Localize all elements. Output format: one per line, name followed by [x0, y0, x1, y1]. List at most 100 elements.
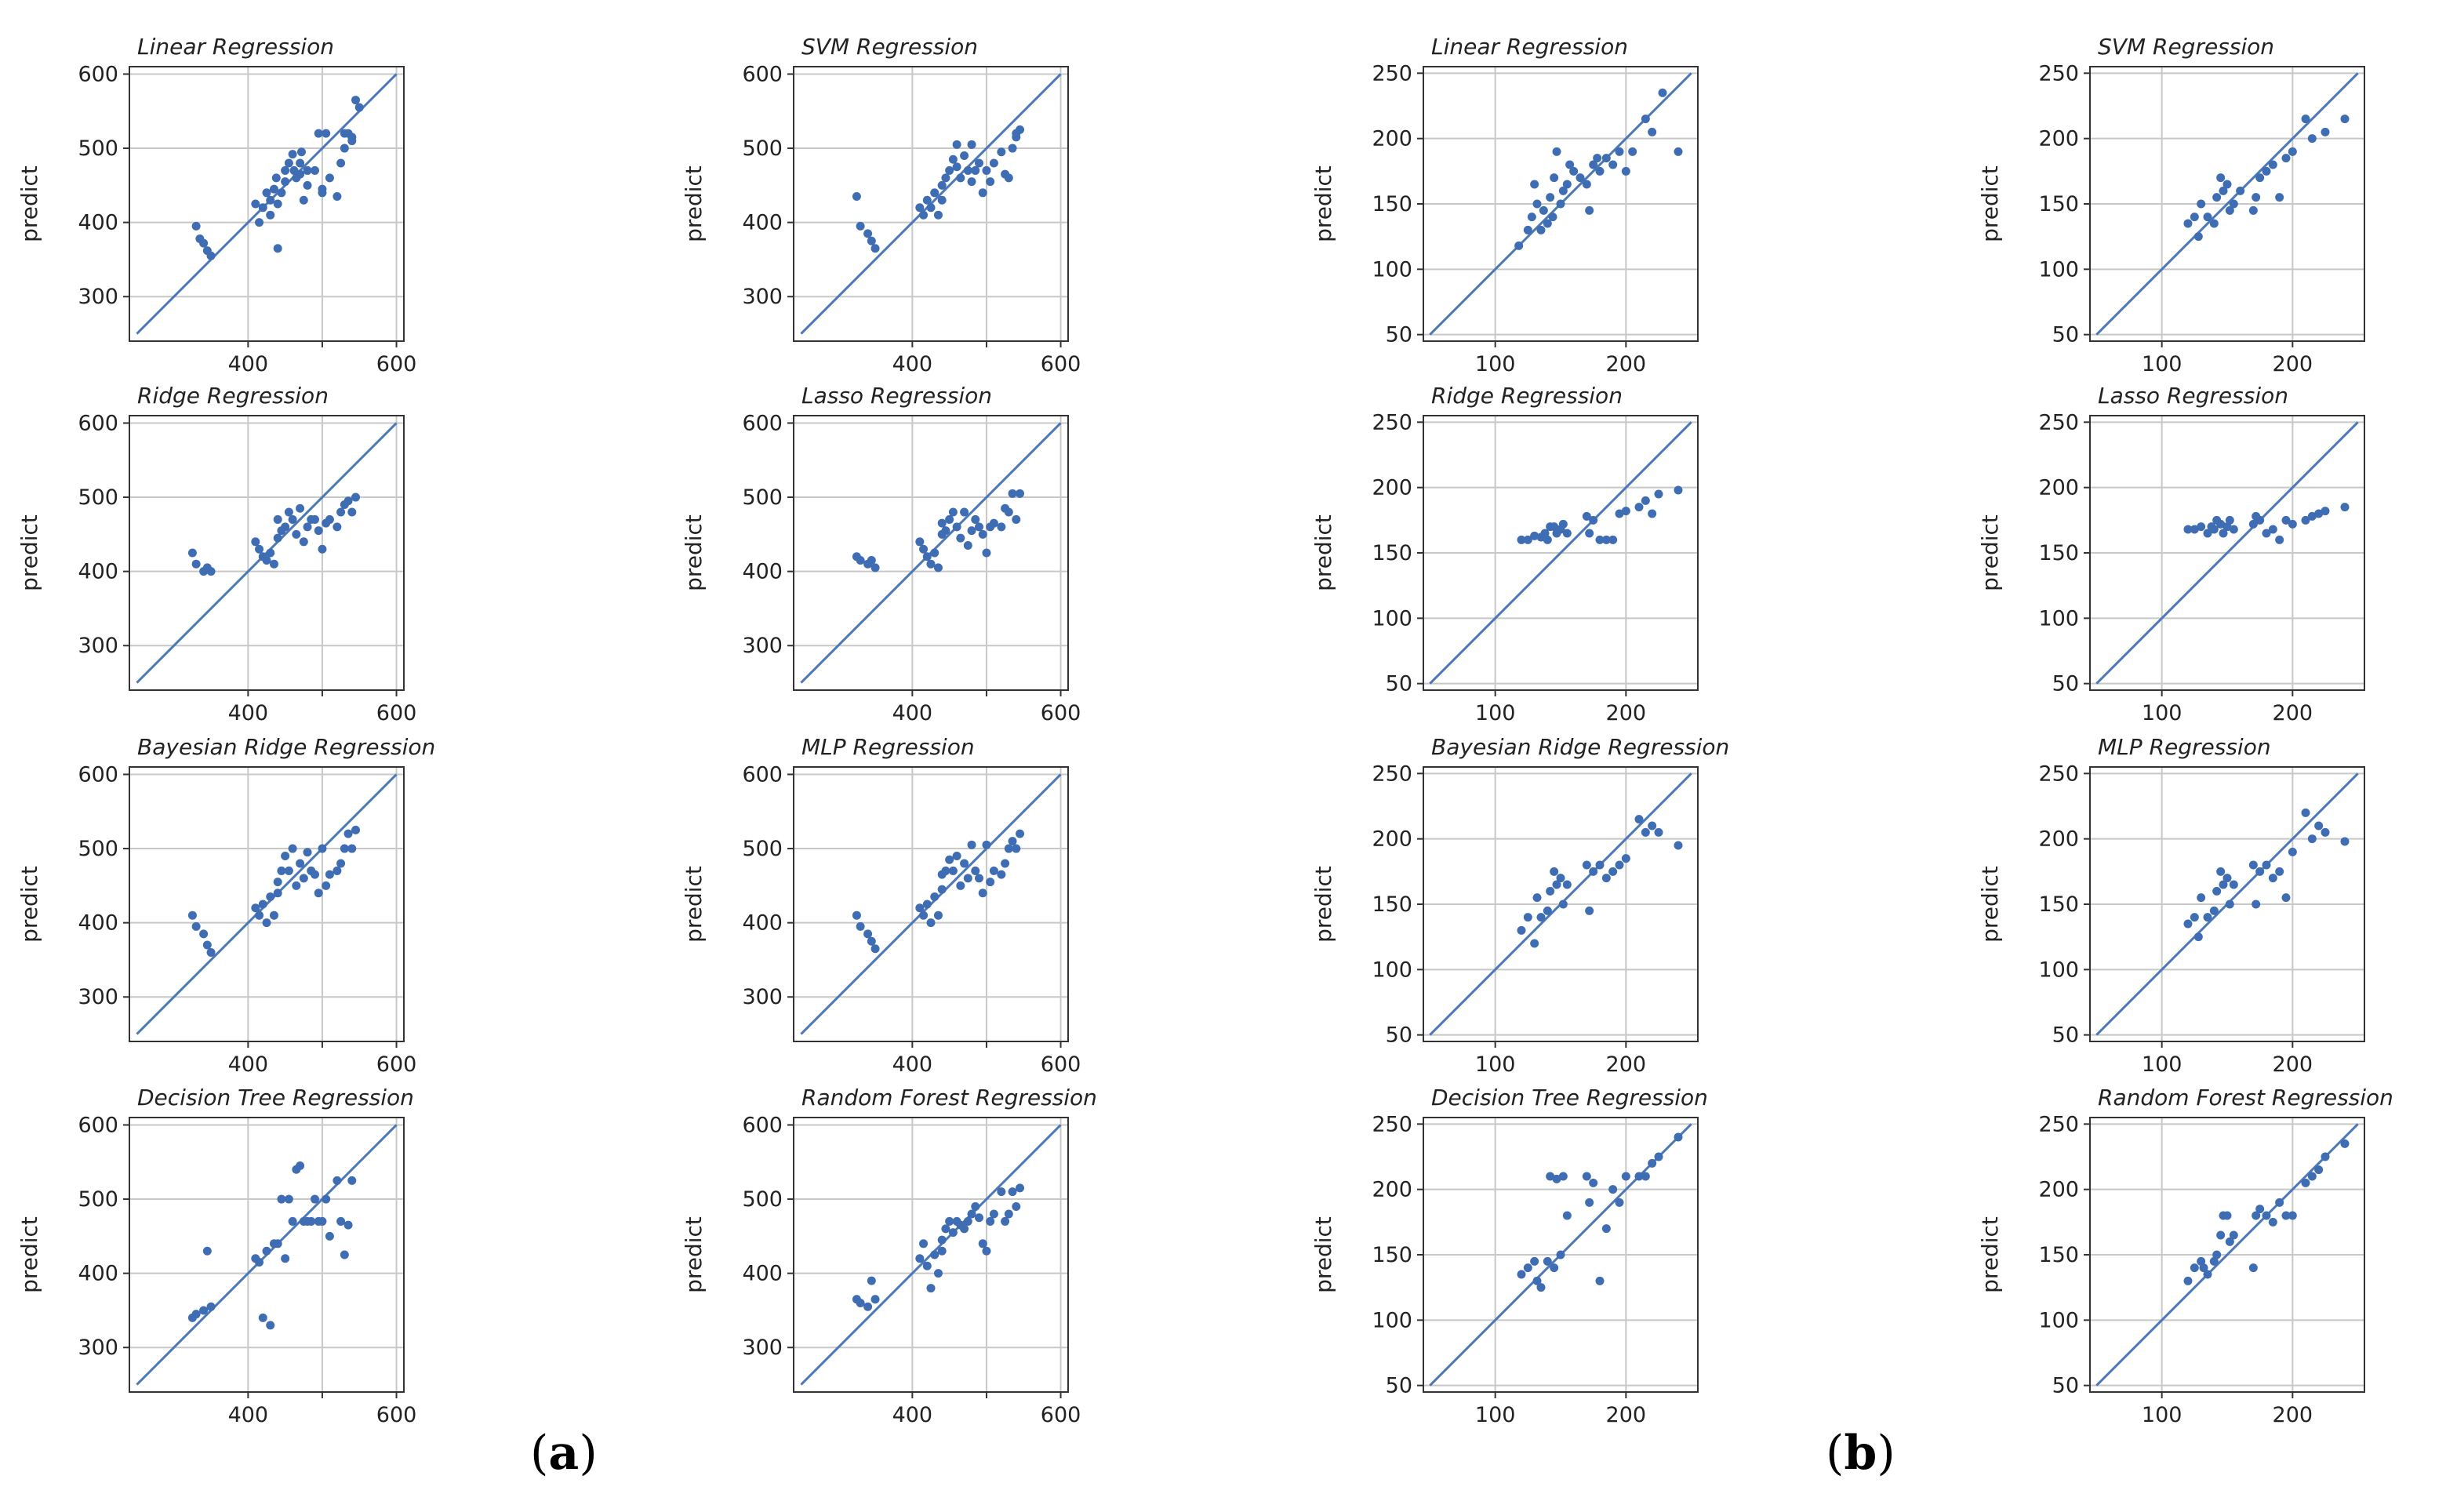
- data-point: [347, 133, 357, 142]
- data-point: [930, 1250, 940, 1259]
- data-point: [277, 1194, 286, 1204]
- chart-10: 400 600 300 400 500 600 predict MLP Regression: [681, 734, 1081, 1077]
- data-point: [1527, 213, 1536, 222]
- data-point: [1589, 1178, 1598, 1187]
- data-point: [2216, 173, 2226, 183]
- data-point: [1601, 1224, 1611, 1234]
- chart-title: Decision Tree Regression: [137, 1085, 414, 1110]
- data-point: [299, 537, 308, 547]
- data-point: [281, 522, 290, 532]
- data-point: [870, 563, 880, 572]
- y-axis-label: predict: [1977, 514, 2003, 591]
- data-point: [2190, 913, 2199, 922]
- chart-title: Ridge Regression: [1431, 383, 1623, 409]
- data-point: [867, 555, 876, 565]
- data-point: [288, 514, 297, 524]
- data-point: [2222, 180, 2232, 189]
- axes-frame: [129, 1117, 405, 1393]
- chart-16: 100 200 50 100 150 200 250 predict Random Forest…: [1977, 1085, 2393, 1427]
- data-point: [952, 852, 961, 861]
- chart-title: Linear Regression: [1431, 34, 1628, 60]
- data-point: [1001, 859, 1010, 868]
- data-point: [1556, 874, 1565, 883]
- y-tick-label: 250: [2038, 761, 2079, 786]
- data-point: [2268, 874, 2277, 883]
- data-point: [956, 533, 965, 543]
- axes-frame: [129, 415, 405, 691]
- data-point: [915, 537, 925, 547]
- data-point: [967, 140, 976, 149]
- panel-label-b: (b): [1826, 1426, 1895, 1481]
- y-axis-label: predict: [16, 866, 42, 943]
- data-point: [937, 1235, 947, 1245]
- y-tick-label: 50: [2052, 323, 2079, 347]
- y-axis-label: predict: [681, 165, 707, 242]
- data-point: [2314, 821, 2324, 831]
- y-axis-label: predict: [16, 1216, 42, 1293]
- data-point: [281, 165, 290, 175]
- data-point: [974, 522, 983, 532]
- data-point: [1648, 821, 1657, 831]
- data-point: [1565, 160, 1575, 169]
- data-point: [1546, 1172, 1555, 1181]
- data-point: [343, 496, 353, 506]
- data-point: [937, 180, 947, 190]
- y-tick-label: 300: [742, 1336, 783, 1360]
- chart-12: 100 200 50 100 150 200 250 predict MLP Regressio…: [1977, 734, 2365, 1077]
- data-point: [986, 177, 995, 187]
- data-point: [1004, 173, 1013, 183]
- data-point: [347, 844, 357, 853]
- data-point: [325, 1231, 334, 1241]
- x-tick-label: 400: [228, 1403, 269, 1427]
- data-point: [310, 1194, 319, 1204]
- data-point: [273, 199, 282, 209]
- y-tick-label: 50: [2052, 672, 2079, 696]
- data-point: [1543, 1256, 1552, 1266]
- data-point: [255, 544, 264, 554]
- data-point: [2255, 515, 2265, 525]
- x-tick-label: 200: [2273, 352, 2313, 376]
- data-point: [1621, 854, 1630, 863]
- data-point: [1517, 535, 1526, 544]
- data-point: [1536, 225, 1546, 234]
- data-point: [2203, 913, 2212, 922]
- data-point: [336, 1216, 346, 1226]
- y-tick-label: 100: [2038, 1308, 2079, 1332]
- data-point: [2275, 535, 2284, 544]
- data-point: [2307, 511, 2317, 521]
- data-point: [1001, 1216, 1010, 1226]
- chart-1: 400 600 300 400 500 600 predict Linear Regressi…: [16, 34, 416, 376]
- y-tick-label: 600: [742, 62, 783, 86]
- data-point: [340, 1250, 349, 1259]
- data-point: [863, 1302, 873, 1311]
- data-point: [273, 878, 282, 887]
- y-tick-label: 300: [742, 285, 783, 309]
- data-point: [1615, 1198, 1624, 1207]
- data-point: [1008, 489, 1017, 498]
- data-point: [967, 526, 976, 536]
- data-point: [1601, 535, 1611, 544]
- data-point: [933, 210, 943, 220]
- data-point: [960, 507, 969, 517]
- data-point: [191, 221, 201, 231]
- chart-title: Lasso Regression: [801, 383, 992, 409]
- data-point: [919, 910, 929, 920]
- data-point: [284, 507, 293, 517]
- data-point: [2252, 900, 2261, 909]
- data-point: [863, 229, 873, 238]
- y-tick-label: 300: [742, 634, 783, 658]
- data-point: [1523, 225, 1532, 234]
- y-tick-label: 250: [1372, 1112, 1412, 1136]
- reference-line: [136, 73, 398, 335]
- y-tick-label: 200: [1372, 476, 1412, 500]
- chart-title: Ridge Regression: [137, 383, 329, 409]
- data-point: [303, 165, 312, 175]
- data-point: [202, 1246, 212, 1256]
- x-tick-label: 600: [1041, 352, 1081, 376]
- data-point: [948, 1228, 958, 1238]
- y-tick-label: 500: [78, 1187, 118, 1212]
- data-point: [303, 180, 312, 190]
- y-tick-label: 150: [1372, 192, 1412, 216]
- data-point: [922, 195, 932, 205]
- data-point: [2209, 525, 2219, 534]
